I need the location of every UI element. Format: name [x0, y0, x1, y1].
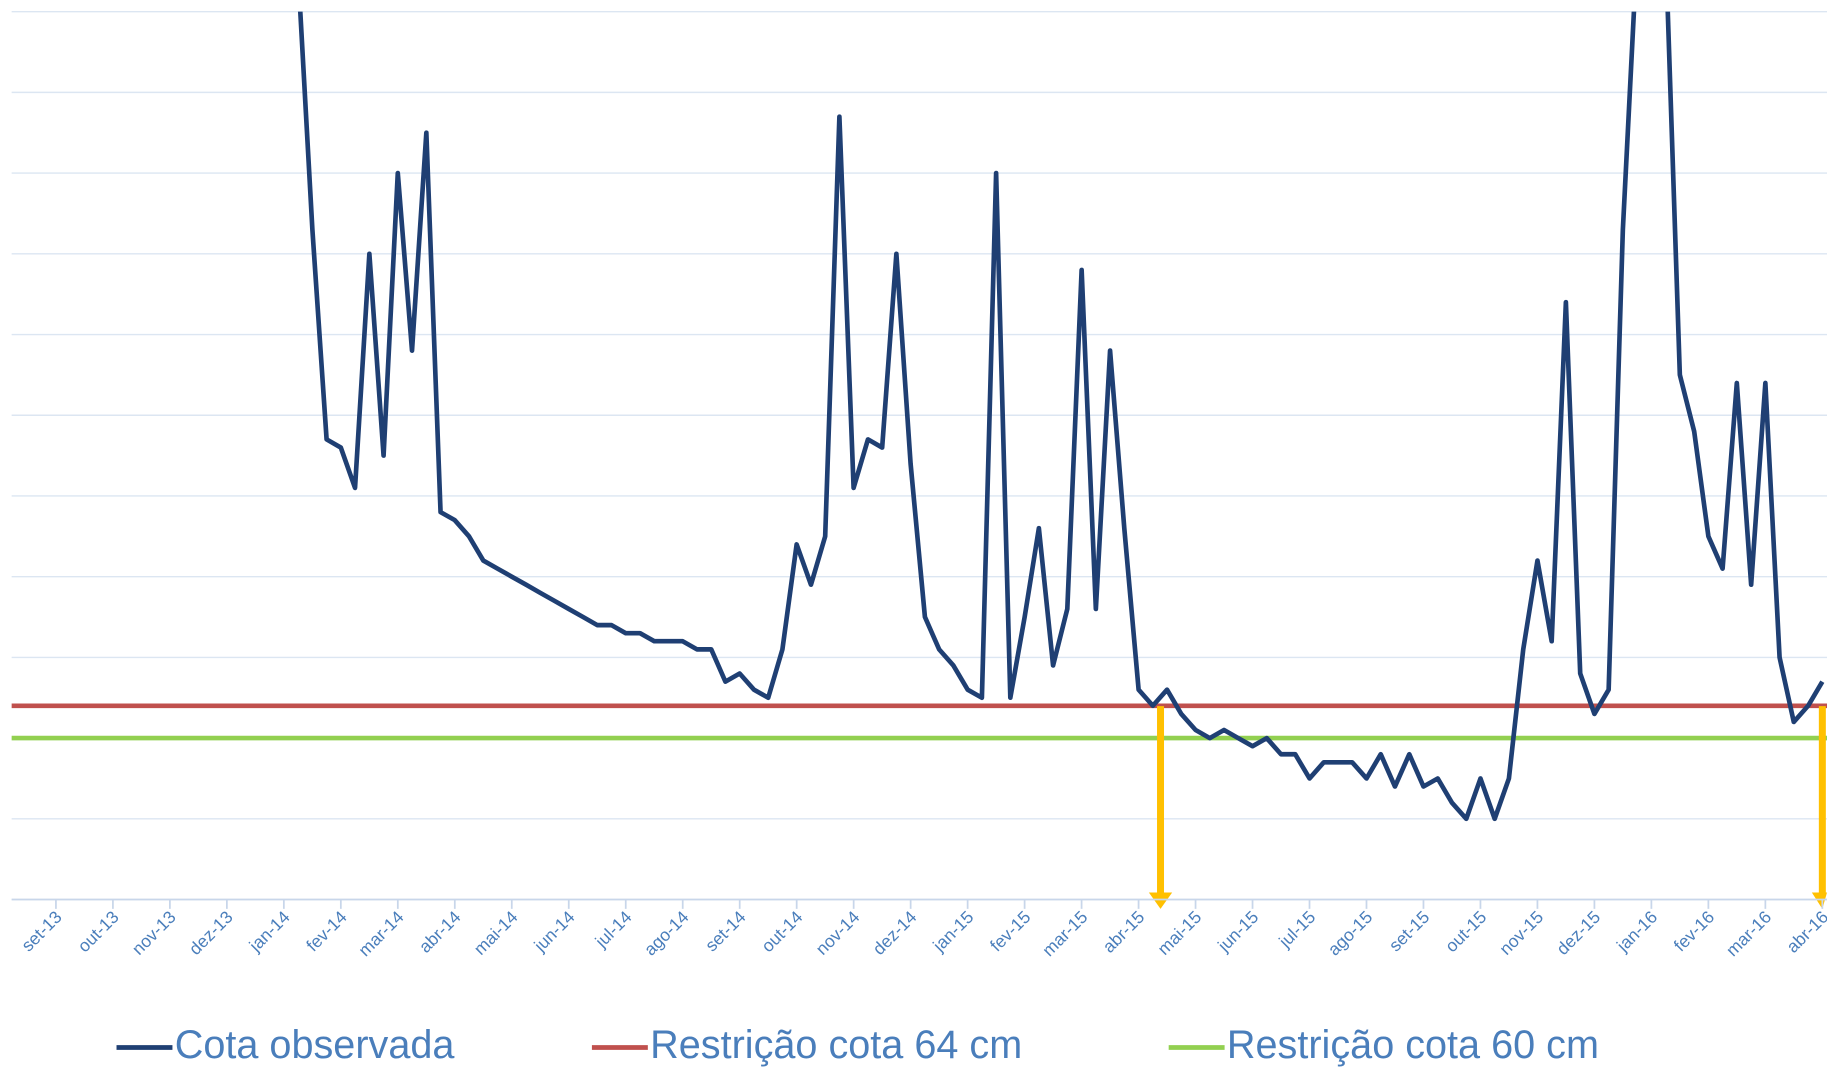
x-tick-label: ago-15 [1324, 907, 1377, 960]
x-tick-label: out-15 [1441, 907, 1490, 956]
x-tick-label: abr-16 [1782, 907, 1827, 957]
x-tick-label: mai-15 [1153, 907, 1205, 959]
x-tick-label: fev-16 [1670, 907, 1718, 955]
x-tick-label: dez-13 [185, 907, 237, 959]
x-tick-label: mar-14 [354, 907, 407, 960]
x-tick-label: fev-14 [302, 907, 351, 956]
x-tick-label: nov-15 [1495, 907, 1547, 959]
x-tick-label: set-14 [701, 907, 750, 956]
x-tick-label: jan-14 [244, 907, 293, 956]
x-tick-label: ago-14 [640, 907, 693, 960]
legend-label: Restrição cota 60 cm [1227, 1023, 1599, 1067]
x-tick-label: out-13 [74, 907, 123, 956]
arrow-head [1148, 892, 1173, 909]
legend-label: Cota observada [175, 1023, 456, 1067]
x-tick-label: dez-14 [869, 907, 921, 959]
x-tick-label: set-15 [1385, 907, 1433, 955]
x-tick-label: fev-15 [986, 907, 1034, 955]
x-tick-label: jul-15 [1274, 907, 1319, 952]
x-tick-label: jun-15 [1213, 907, 1262, 956]
x-tick-label: jan-15 [928, 907, 977, 956]
x-tick-label: mar-16 [1722, 907, 1775, 960]
x-tick-label: abr-15 [1099, 907, 1149, 957]
x-tick-label: nov-13 [128, 907, 180, 959]
x-tick-label: nov-14 [812, 907, 864, 959]
x-tick-label: jun-14 [529, 907, 578, 956]
data-line [297, 11, 1825, 822]
x-tick-label: jul-14 [590, 907, 635, 952]
arrow-head [1811, 892, 1827, 909]
x-tick-label: mar-15 [1038, 907, 1091, 960]
x-tick-label: jan-16 [1612, 907, 1661, 956]
legend-label: Restrição cota 64 cm [650, 1023, 1022, 1067]
x-tick-label: out-14 [757, 907, 806, 956]
x-tick-label: set-13 [17, 907, 65, 955]
x-tick-label: abr-14 [415, 907, 465, 957]
x-tick-label: dez-15 [1552, 907, 1604, 959]
x-tick-label: mai-14 [470, 907, 522, 959]
